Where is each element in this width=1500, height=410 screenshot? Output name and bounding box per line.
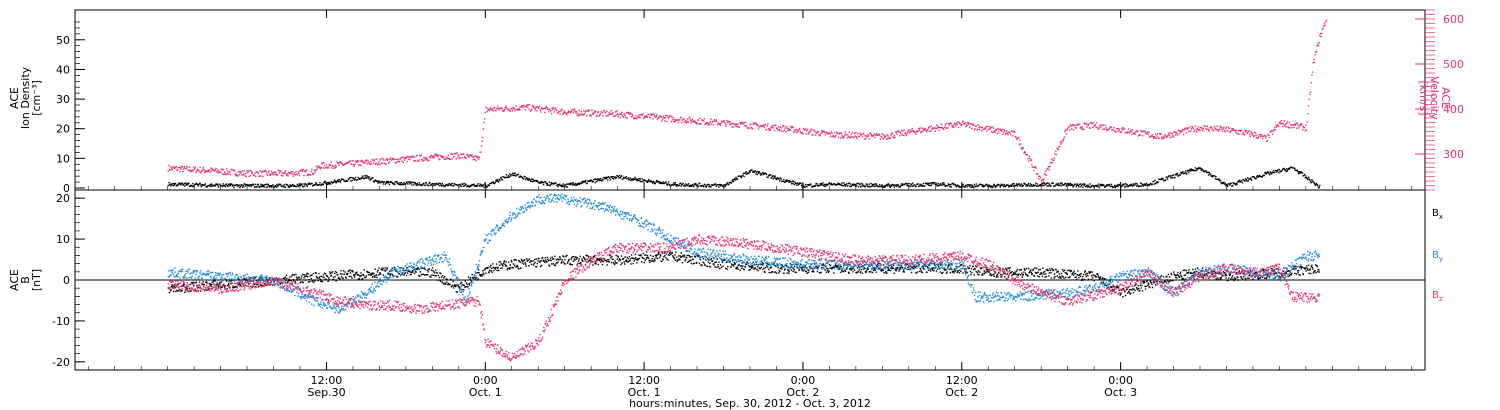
top-left-tick-label: 30 bbox=[56, 93, 70, 106]
top-left-tick-label: 50 bbox=[56, 34, 70, 47]
top-left-tick-label: 40 bbox=[56, 63, 70, 76]
x-tick-label-time: 0:00 bbox=[473, 374, 498, 387]
bottom-left-tick-label: 0 bbox=[63, 274, 70, 287]
by-series bbox=[167, 193, 1321, 314]
x-axis-title: hours:minutes, Sep. 30, 2012 - Oct. 3, 2… bbox=[629, 397, 871, 410]
chart-marks: 01020304050300400500600-20-100102012:00S… bbox=[52, 9, 1464, 399]
x-tick-label-date: Oct. 2 bbox=[945, 386, 978, 399]
top-left-tick-label: 0 bbox=[63, 182, 70, 195]
legend-bz: Bz bbox=[1432, 290, 1443, 303]
bz-series bbox=[167, 234, 1321, 362]
x-tick-label-date: Oct. 1 bbox=[628, 386, 661, 399]
bottom-left-tick-label: -20 bbox=[52, 356, 70, 369]
bottom-left-ylabel-line1: ACE bbox=[8, 269, 21, 291]
top-left-tick-label: 10 bbox=[56, 152, 70, 165]
bx-series bbox=[167, 250, 1321, 298]
top-right-ylabel: ACE Velocity [km/s] bbox=[1417, 76, 1452, 120]
top-right-tick-label: 500 bbox=[1443, 58, 1464, 71]
top-right-tick-label: 600 bbox=[1443, 13, 1464, 26]
bottom-left-tick-label: 10 bbox=[56, 233, 70, 246]
velocity-series bbox=[167, 19, 1328, 186]
top-right-tick-label: 300 bbox=[1443, 148, 1464, 161]
x-tick-label-date: Sep.30 bbox=[307, 386, 345, 399]
bottom-left-ylabel-line2: B bbox=[19, 276, 32, 284]
x-tick-label-time: 12:00 bbox=[946, 374, 978, 387]
top-left-ylabel: ACE Ion Density [cm⁻³] bbox=[8, 66, 43, 129]
x-tick-label-date: Oct. 2 bbox=[786, 386, 819, 399]
legend-by: By bbox=[1432, 250, 1443, 263]
top-right-ylabel-line3: [km/s] bbox=[1417, 80, 1430, 115]
x-tick-label-time: 12:00 bbox=[628, 374, 660, 387]
bottom-left-tick-label: -10 bbox=[52, 315, 70, 328]
top-right-tick-label: 400 bbox=[1443, 103, 1464, 116]
bottom-left-tick-label: 20 bbox=[56, 192, 70, 205]
top-right-ylabel-line1: ACE bbox=[1439, 87, 1452, 109]
legend-bx: Bx bbox=[1432, 208, 1443, 221]
top-left-ylabel-line2: Ion Density bbox=[19, 66, 32, 129]
bottom-left-ylabel: ACE B [nT] bbox=[8, 269, 43, 291]
x-tick-label-time: 12:00 bbox=[311, 374, 343, 387]
x-tick-label-time: 0:00 bbox=[1108, 374, 1133, 387]
density-series bbox=[167, 166, 1321, 189]
top-panel-frame bbox=[74, 9, 1426, 191]
top-left-ylabel-line3: [cm⁻³] bbox=[30, 80, 43, 116]
top-left-ylabel-line1: ACE bbox=[8, 87, 21, 109]
bottom-left-ylabel-line3: [nT] bbox=[30, 269, 43, 291]
x-tick-label-date: Oct. 1 bbox=[469, 386, 502, 399]
x-tick-label-time: 0:00 bbox=[791, 374, 816, 387]
top-left-tick-label: 20 bbox=[56, 123, 70, 136]
x-tick-label-date: Oct. 3 bbox=[1104, 386, 1137, 399]
